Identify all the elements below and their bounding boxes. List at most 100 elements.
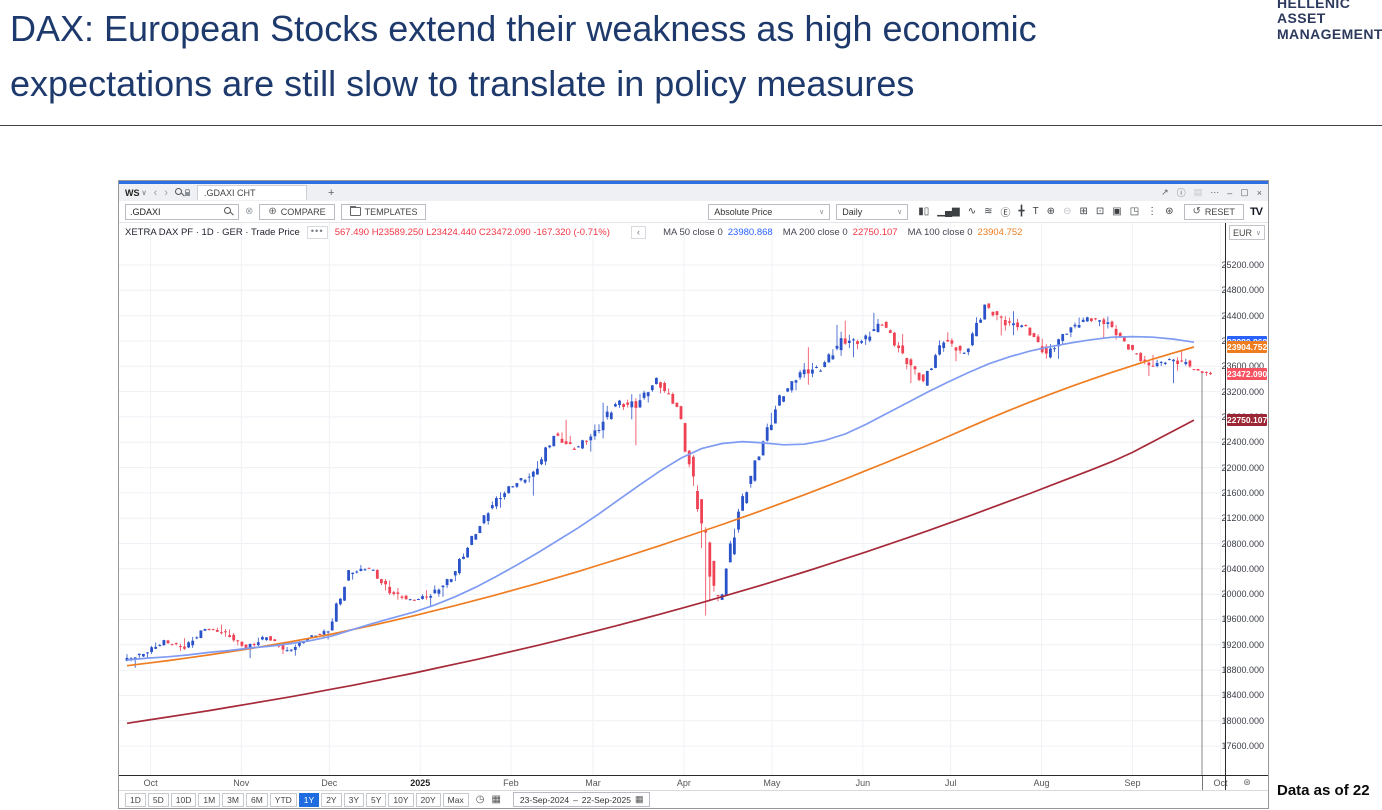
range-button-2y[interactable]: 2Y <box>321 792 342 807</box>
symbol-search-icon <box>224 206 234 217</box>
currency-value: EUR <box>1233 227 1253 238</box>
chevron-down-icon: ∨ <box>819 208 825 216</box>
symbol-clear-icon[interactable]: ⊗ <box>245 206 254 217</box>
time-axis-label: Oct <box>1213 778 1228 788</box>
logo-line-2: ASSET <box>1277 10 1326 27</box>
axis-settings-corner[interactable]: ⊛ <box>1225 775 1268 790</box>
range-button-ytd[interactable]: YTD <box>269 792 297 807</box>
snapshot-icon[interactable]: ▣ <box>1112 206 1122 217</box>
chevron-down-icon: ∨ <box>897 208 903 216</box>
range-button-5d[interactable]: 5D <box>147 792 169 807</box>
range-button-max[interactable]: Max <box>442 792 469 807</box>
indicators-icon[interactable]: ∿ <box>967 206 977 217</box>
range-button-5y[interactable]: 5Y <box>366 792 387 807</box>
save-layout-icon[interactable]: ▤ <box>1193 187 1203 197</box>
time-axis-label: Sep <box>1124 778 1141 788</box>
export-chart-icon[interactable]: ◳ <box>1129 206 1140 217</box>
price-axis-label: 21600.000 <box>1221 487 1264 498</box>
chart-style-candles-icon[interactable]: ▮▯ <box>918 206 930 217</box>
clock-icon[interactable]: ◷ <box>475 794 485 805</box>
share-icon[interactable]: ↗ <box>1161 187 1169 197</box>
grid-view-icon[interactable]: ⊞ <box>1079 206 1088 217</box>
add-pane-icon[interactable]: ⊡ <box>1095 206 1105 217</box>
range-toolbar: 1D 5D 10D 1M 3M 6M YTD 1Y 2Y 3Y 5Y 10Y 20Y Max ◷ ▦ 23… <box>119 790 1268 808</box>
compare-button[interactable]: ⊕ COMPARE <box>259 203 335 220</box>
new-tab-button[interactable]: + <box>327 186 335 199</box>
templates-label: TEMPLATES <box>364 206 418 217</box>
range-button-3y[interactable]: 3Y <box>343 792 364 807</box>
date-from: 23-Sep-2024 <box>519 794 570 805</box>
reset-button[interactable]: ↺ RESET <box>1183 203 1244 220</box>
time-axis-label: Jun <box>855 778 871 788</box>
symbol-input[interactable]: .GDAXI <box>125 203 239 220</box>
date-range-field[interactable]: 23-Sep-2024 – 22-Sep-2025 ▦ <box>512 792 651 807</box>
maximize-icon[interactable]: ▢ <box>1240 187 1249 197</box>
time-cursor-line <box>1202 776 1203 790</box>
chart-toolbar: .GDAXI ⊗ ⊕ COMPARE TEMPLATES Absolute Pri… <box>119 201 1268 223</box>
time-axis-label: Aug <box>1033 778 1050 788</box>
compare-label: COMPARE <box>280 206 326 217</box>
currency-dropdown[interactable]: EUR ∨ <box>1229 225 1265 240</box>
go-to-date-icon[interactable]: ▦ <box>491 794 501 805</box>
ma-legend-item: MA 50 close 0 23980.868 <box>663 227 773 238</box>
more-icon[interactable]: ⋯ <box>1210 187 1220 197</box>
price-axis-label: 20800.000 <box>1221 538 1264 549</box>
mini-bars-icon[interactable]: ▁▄▆ <box>937 206 960 217</box>
time-axis-label: Jul <box>944 778 957 788</box>
titlebar-right-icons: ↗ ⓘ ▤ ⋯ – ▢ × <box>1161 186 1262 199</box>
legend-more-button[interactable]: ••• <box>306 226 328 239</box>
app-menu-button[interactable]: WS ∨ <box>125 188 147 198</box>
range-button-6m[interactable]: 6M <box>245 792 268 807</box>
ohlc-values: 567.490 H23589.250 L23424.440 C23472.090… <box>334 227 610 238</box>
back-button[interactable]: ‹ <box>153 186 158 199</box>
interval-dropdown[interactable]: Daily ∨ <box>836 203 909 220</box>
tradingview-logo: TV <box>1249 205 1263 218</box>
events-icon[interactable]: Ⓔ <box>1000 208 1011 219</box>
chevron-down-icon: ∨ <box>1255 229 1261 237</box>
drawing-tools-icon[interactable]: ╋ <box>1018 206 1025 217</box>
forward-button[interactable]: › <box>164 186 168 199</box>
ma100-line <box>126 346 1195 667</box>
calendar-icon: ▦ <box>634 794 644 804</box>
more-options-icon[interactable]: ⋮ <box>1147 206 1158 217</box>
search-icon <box>174 187 185 198</box>
axis-settings-gear-icon[interactable]: ⊛ <box>1243 777 1251 787</box>
range-button-10y[interactable]: 10Y <box>388 792 414 807</box>
close-icon[interactable]: × <box>1256 187 1262 198</box>
ma-legend-item: MA 200 close 0 22750.107 <box>783 227 898 238</box>
price-axis[interactable]: EUR∨ 25200.00024800.00024400.00024000.00… <box>1221 223 1268 775</box>
time-axis-label: Nov <box>233 778 250 788</box>
time-axis-label: Apr <box>676 778 691 788</box>
overlays-icon[interactable]: ≋ <box>984 206 993 217</box>
templates-button[interactable]: TEMPLATES <box>340 203 427 220</box>
price-mode-value: Absolute Price <box>714 206 773 217</box>
range-button-1y[interactable]: 1Y <box>298 792 320 807</box>
settings-gear-icon[interactable]: ⊛ <box>1165 206 1174 217</box>
instrument-legend: XETRA DAX PF · 1D · GER · Trade Price <box>125 227 300 238</box>
lock-icon <box>184 188 191 196</box>
range-button-1d[interactable]: 1D <box>125 792 146 807</box>
time-axis[interactable]: Oct Nov Dec 2025 Feb Mar Apr May Jun Jul Aug Sep Oct <box>119 775 1268 790</box>
price-mode-dropdown[interactable]: Absolute Price ∨ <box>708 203 831 220</box>
zoom-in-icon[interactable]: ⊕ <box>1046 206 1056 217</box>
minimize-icon[interactable]: – <box>1227 187 1233 198</box>
range-button-10d[interactable]: 10D <box>170 792 197 807</box>
price-axis-label: 24400.000 <box>1221 310 1264 321</box>
ma-legend-label: MA 200 close 0 <box>782 227 848 238</box>
text-tool-icon[interactable]: T <box>1032 206 1039 217</box>
range-button-3m[interactable]: 3M <box>222 792 244 807</box>
range-button-20y[interactable]: 20Y <box>415 792 441 807</box>
zoom-out-icon[interactable]: ⊖ <box>1063 206 1072 217</box>
info-icon[interactable]: ⓘ <box>1176 188 1186 198</box>
search-button[interactable] <box>174 187 191 198</box>
logo-line-1: HELLENIC <box>1277 0 1351 11</box>
tab-gdaxi-cht[interactable]: .GDAXI CHT <box>196 185 307 200</box>
price-axis-label: 17600.000 <box>1221 741 1264 752</box>
ma-legend-value: 23904.752 <box>977 227 1023 238</box>
time-axis-label: Mar <box>585 778 601 788</box>
range-button-1m[interactable]: 1M <box>198 792 221 807</box>
time-axis-label: Feb <box>503 778 519 788</box>
candles-group <box>125 303 1212 668</box>
legend-collapse-button[interactable]: ‹ <box>630 226 647 239</box>
price-axis-label: 18400.000 <box>1221 690 1264 701</box>
